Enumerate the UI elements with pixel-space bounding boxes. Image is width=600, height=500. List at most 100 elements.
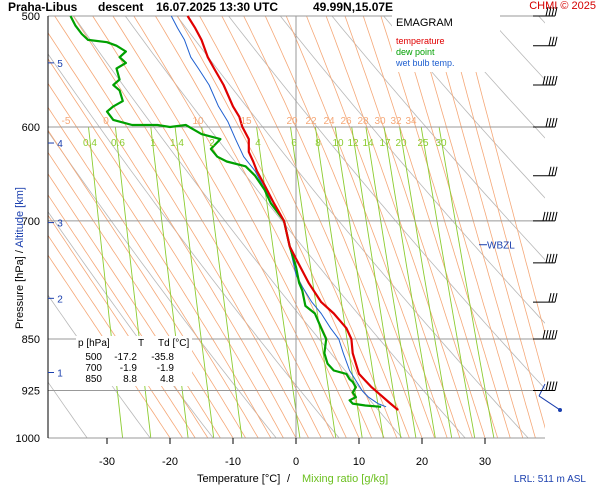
- dry-adiabat: [590, 16, 600, 438]
- moist-adiabat: [48, 106, 259, 438]
- wind-barb: [533, 75, 558, 86]
- wind-barb: [533, 6, 558, 17]
- table-cell-td: -1.9: [156, 363, 174, 374]
- y-tick-label: 600: [22, 122, 40, 134]
- table-row: 850 8.8 4.8: [76, 374, 192, 386]
- moist-adiabat: [414, 16, 536, 438]
- dry-adiabat: [73, 16, 403, 438]
- x-tick-label: 30: [479, 456, 491, 468]
- mixing-ratio-label: 8: [315, 138, 321, 149]
- moist-adiabat: [48, 151, 234, 438]
- legend-temperature: temperature: [396, 36, 445, 46]
- moist-adiabat: [48, 82, 272, 438]
- wbzl-label: WBZL: [487, 241, 515, 252]
- moist-adiabat-label: -5: [62, 116, 71, 127]
- dry-adiabat: [279, 16, 545, 324]
- table-header-td: Td [°C]: [158, 338, 190, 349]
- mixing-ratio-label: 1.4: [170, 138, 184, 149]
- wind-barb: [533, 36, 558, 47]
- dry-adiabat: [331, 16, 545, 261]
- chart-labels: -30 -20 -10 0 10 20 30500600700850925100012345…: [16, 11, 516, 468]
- mixing-ratio-label: 25: [417, 138, 429, 149]
- wind-barb: [533, 166, 558, 177]
- table-cell-td: 4.8: [160, 374, 174, 385]
- y-axis-label-alt: Altitude [km]: [14, 187, 26, 248]
- legend-wet-bulb: wet bulb temp.: [396, 58, 455, 68]
- table-header: p [hPa] T Td [°C]: [76, 338, 192, 350]
- mixing-ratio-label: 0.6: [111, 138, 125, 149]
- station-coords: 49.99N,15.07E: [313, 0, 394, 14]
- mixing-ratio-line: [334, 126, 384, 438]
- altitude-tick-label: 1: [57, 369, 63, 380]
- moist-adiabat: [155, 16, 372, 438]
- moist-adiabat-label: 34: [405, 116, 417, 127]
- table-cell-p: 500: [85, 352, 102, 363]
- moist-adiabat-label: 28: [357, 116, 369, 127]
- mixing-ratio-label: 12: [347, 138, 359, 149]
- moist-adiabat: [325, 16, 473, 438]
- table-row: 700 -1.9 -1.9: [76, 363, 192, 375]
- table-row: 500 -17.2 -35.8: [76, 352, 192, 364]
- mixing-ratio-line: [420, 126, 476, 438]
- mixing-ratio-line: [438, 126, 495, 438]
- y-axis-label-pressure: Pressure [hPa]: [14, 256, 26, 329]
- table-header-t: T: [138, 338, 145, 349]
- x-tick-label: -30: [99, 456, 115, 468]
- table-cell-td: -35.8: [151, 352, 174, 363]
- moist-adiabat-label: 32: [390, 116, 402, 127]
- moist-adiabat: [362, 16, 498, 438]
- wind-barb: [533, 293, 558, 303]
- mixing-ratio-label: 20: [395, 138, 407, 149]
- x-tick-label: 10: [353, 456, 365, 468]
- chart-series: [69, 15, 487, 411]
- mixing-ratio-label: 30: [435, 138, 447, 149]
- moist-adiabat-label: 20: [286, 116, 298, 127]
- y-tick-label: 925: [22, 386, 40, 398]
- mixing-ratio-label: 10: [332, 138, 344, 149]
- moist-adiabat-label: 22: [305, 116, 317, 127]
- x-axis-label-temp: Temperature [°C]: [197, 473, 281, 485]
- legend: EMAGRAM temperature dew point wet bulb t…: [392, 14, 500, 72]
- moist-adiabat: [112, 16, 347, 438]
- station-name: Praha-Libus: [8, 0, 78, 14]
- dry-adiabat: [383, 16, 545, 199]
- mixing-ratio-line: [201, 126, 243, 438]
- moist-adiabat: [264, 16, 435, 438]
- moist-adiabat: [344, 16, 486, 438]
- altitude-tick-label: 4: [57, 139, 63, 150]
- moist-adiabat: [48, 129, 246, 438]
- moist-adiabat: [445, 16, 545, 383]
- y-tick-label: 850: [22, 334, 40, 346]
- mixing-ratio-line: [174, 126, 215, 438]
- wind-barbs: [533, 6, 562, 412]
- legend-dew-point: dew point: [396, 47, 435, 57]
- legend-title: EMAGRAM: [396, 17, 453, 29]
- dew-point-line: [69, 15, 382, 408]
- moist-adiabat: [177, 16, 385, 438]
- moist-adiabat: [430, 16, 545, 429]
- copyright: CHMI © 2025: [529, 0, 596, 12]
- altitude-tick-label: 3: [57, 219, 63, 230]
- moist-adiabat: [460, 16, 545, 335]
- mixing-ratio-line: [365, 126, 417, 438]
- moist-adiabat: [397, 16, 524, 438]
- y-axis-label: Pressure [hPa] / Altitude [km]: [14, 178, 26, 338]
- mixing-ratio-label: 6: [291, 138, 297, 149]
- moist-adiabat-label: 0: [103, 116, 109, 127]
- y-tick-label: 500: [22, 11, 40, 23]
- y-axis-label-sep: /: [14, 250, 26, 254]
- dry-adiabat: [228, 16, 545, 390]
- y-tick-label: 1000: [16, 433, 40, 445]
- altitude-tick-label: 2: [57, 294, 63, 305]
- moist-adiabat: [380, 16, 511, 438]
- x-tick-label: -10: [225, 456, 241, 468]
- moist-adiabat: [92, 16, 335, 438]
- table-cell-t: -17.2: [114, 352, 137, 363]
- wind-barb: [538, 383, 562, 412]
- moist-adiabat: [306, 16, 461, 438]
- mixing-ratio-line: [88, 126, 124, 438]
- x-tick-label: -20: [162, 456, 178, 468]
- table-cell-p: 850: [85, 374, 102, 385]
- moist-adiabat-label: 15: [240, 116, 252, 127]
- mixing-ratio-label: 0.4: [83, 138, 97, 149]
